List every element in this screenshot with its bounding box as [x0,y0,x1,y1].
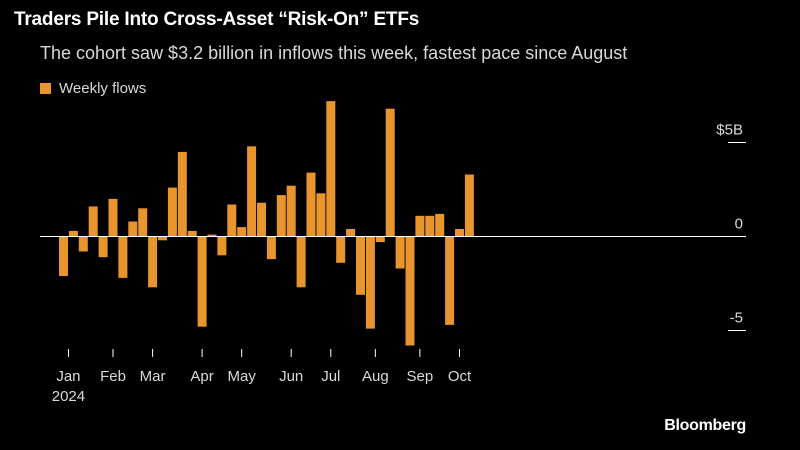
bar [464,174,474,237]
bar [365,236,375,329]
bar [425,215,435,237]
bar [98,236,108,258]
bar [118,236,128,278]
bar [217,236,227,256]
x-tick-label: Apr [190,368,213,385]
bar [167,187,177,237]
bar [286,185,296,237]
bar [207,234,217,237]
bar [395,236,405,269]
bar [187,230,197,237]
bar [326,101,336,237]
x-tick-label: Feb [100,368,126,385]
x-tick-label: Oct [448,368,472,385]
y-tick-label: 0 [735,216,743,233]
bar [445,236,455,325]
legend-swatch [40,83,51,94]
bar [177,151,187,237]
bar [346,229,356,237]
bar [415,215,425,237]
x-tick-label: May [228,368,257,385]
bar [375,236,385,243]
bar [68,230,78,237]
bar [138,208,148,237]
bar [88,206,98,237]
bar [227,204,237,237]
bar [128,221,138,237]
bar [276,195,286,237]
legend: Weekly flows [40,80,146,97]
bar [336,236,346,263]
y-tick-label: -5 [730,310,743,327]
x-tick-label: Mar [140,368,166,385]
x-tick-label: Jul [321,368,340,385]
legend-label: Weekly flows [59,80,147,97]
bar [59,236,68,276]
bar [148,236,158,288]
chart-subtitle: The cohort saw $3.2 billion in inflows t… [40,43,628,63]
bar [247,146,257,237]
bar [306,172,316,237]
bar [158,236,167,241]
x-tick-label: Jan [56,368,80,385]
bar [296,236,306,288]
bar [237,227,247,237]
x-tick-year-label: 2024 [52,388,85,405]
bar [266,236,276,260]
bar [435,213,445,237]
chart-title: Traders Pile Into Cross-Asset “Risk-On” … [14,9,420,30]
x-tick-label: Aug [362,368,389,385]
bloomberg-logo: Bloomberg [664,417,746,434]
bar [455,229,464,237]
x-tick-label: Jun [279,368,303,385]
bar [356,236,365,295]
bar [257,202,266,237]
bar [197,236,207,327]
bar [108,198,118,237]
bar [405,236,415,346]
bar [385,108,395,237]
x-tick-label: Sep [407,368,434,385]
bar [316,193,326,237]
bar [78,236,88,252]
y-tick-label: $5B [716,122,743,139]
